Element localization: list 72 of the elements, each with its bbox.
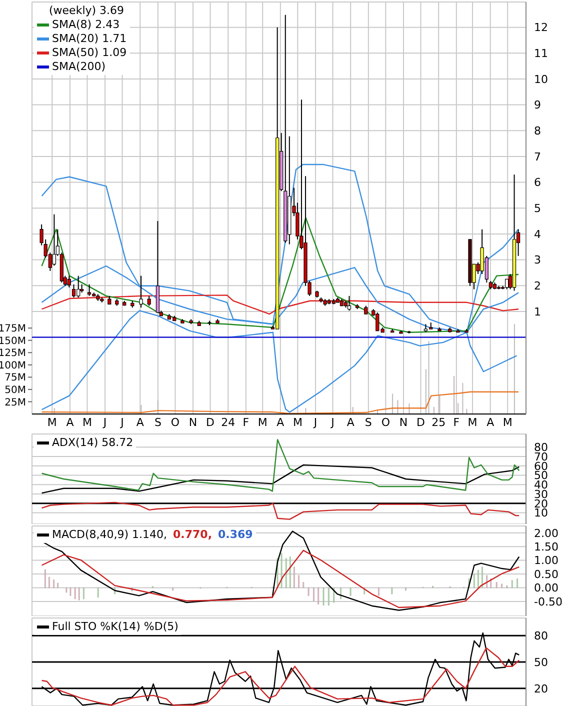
y-tick-label: 2 bbox=[534, 280, 541, 293]
line-series bbox=[41, 530, 520, 611]
y2-tick-label: 75M bbox=[4, 372, 26, 384]
y-tick-label: 5 bbox=[534, 202, 541, 216]
x-tick-label: N bbox=[188, 416, 198, 429]
y-tick-label: 4 bbox=[534, 228, 541, 241]
x-tick-label: D bbox=[416, 416, 425, 429]
legend-label: SMA(200) bbox=[52, 60, 106, 74]
x-tick-label: M bbox=[47, 416, 57, 429]
x-tick-label: M bbox=[258, 416, 268, 429]
x-tick-label: F bbox=[242, 416, 250, 429]
x-tick-label: J bbox=[102, 416, 107, 429]
y-tick-label: 3 bbox=[534, 254, 541, 267]
y-tick-label: -0.50 bbox=[534, 595, 562, 608]
y-tick-label: 10 bbox=[534, 72, 548, 86]
x-tick-label: M bbox=[468, 416, 478, 429]
x-tick-label: O bbox=[381, 416, 390, 429]
x-tick-label: O bbox=[170, 416, 180, 429]
x-tick-label: S bbox=[364, 416, 372, 429]
y-tick-label: 2.00 bbox=[534, 526, 558, 540]
y-tick-label: 1 bbox=[534, 305, 541, 318]
x-tick-label: F bbox=[453, 416, 460, 429]
legend-label: Full STO %K(14) %D(5) bbox=[52, 620, 178, 634]
line-series bbox=[41, 294, 520, 315]
y-tick-label: 80 bbox=[534, 630, 548, 643]
line-series bbox=[41, 217, 520, 333]
y-tick-label: 20 bbox=[534, 682, 548, 696]
line-series bbox=[41, 550, 520, 608]
x-tick-label: J bbox=[120, 416, 124, 429]
legend-label: SMA(50) 1.09 bbox=[52, 46, 127, 60]
y-tick-label: 11 bbox=[534, 47, 548, 60]
y-tick-label: 1.00 bbox=[534, 554, 558, 568]
text: 0.770, bbox=[173, 528, 212, 542]
x-tick-label: A bbox=[136, 416, 144, 429]
y-tick-label: 9 bbox=[534, 98, 541, 112]
x-tick-label: A bbox=[346, 416, 355, 429]
line-series bbox=[41, 391, 520, 414]
y-tick-label: 1.50 bbox=[534, 540, 558, 554]
x-tick-label: A bbox=[276, 416, 285, 429]
x-tick-label: 24 bbox=[221, 416, 236, 429]
y-tick-label: 50 bbox=[534, 656, 548, 669]
legend-label: MACD(8,40,9) 1.140, bbox=[52, 528, 168, 542]
x-tick-label: M bbox=[502, 416, 512, 429]
y-tick-label: 10 bbox=[534, 506, 548, 520]
legend-label: SMA(20) 1.71 bbox=[52, 32, 127, 46]
y-tick-label: 6 bbox=[534, 176, 541, 190]
y2-tick-label: 25M bbox=[4, 397, 26, 408]
line-series bbox=[41, 464, 520, 494]
x-tick-label: A bbox=[66, 416, 74, 429]
legend-label: SMA(8) 2.43 bbox=[52, 18, 120, 32]
annotation: 0.369 bbox=[218, 528, 253, 542]
x-tick-label: A bbox=[486, 416, 495, 429]
x-tick-label: J bbox=[312, 416, 318, 429]
line-series bbox=[41, 647, 520, 706]
x-tick-label: S bbox=[154, 416, 162, 429]
line-series bbox=[41, 439, 520, 492]
y2-tick-label: 50M bbox=[4, 384, 26, 396]
x-tick-label: J bbox=[330, 416, 334, 429]
line-series bbox=[41, 164, 520, 333]
x-tick-label: D bbox=[206, 416, 215, 429]
y-tick-label: 0.50 bbox=[534, 568, 558, 581]
y-tick-label: 12 bbox=[534, 21, 548, 34]
y-tick-label: 0.00 bbox=[534, 582, 558, 595]
line-series bbox=[41, 502, 520, 520]
x-tick-label: M bbox=[292, 416, 302, 429]
x-tick-label: N bbox=[399, 416, 408, 429]
x-tick-label: 25 bbox=[432, 416, 446, 429]
y-tick-label: 8 bbox=[534, 124, 541, 138]
chart-title: (weekly) 3.69 bbox=[48, 4, 126, 18]
y-tick-label: 7 bbox=[534, 150, 541, 164]
legend-label: ADX(14) 58.72 bbox=[52, 436, 134, 450]
x-tick-label: M bbox=[82, 416, 92, 429]
